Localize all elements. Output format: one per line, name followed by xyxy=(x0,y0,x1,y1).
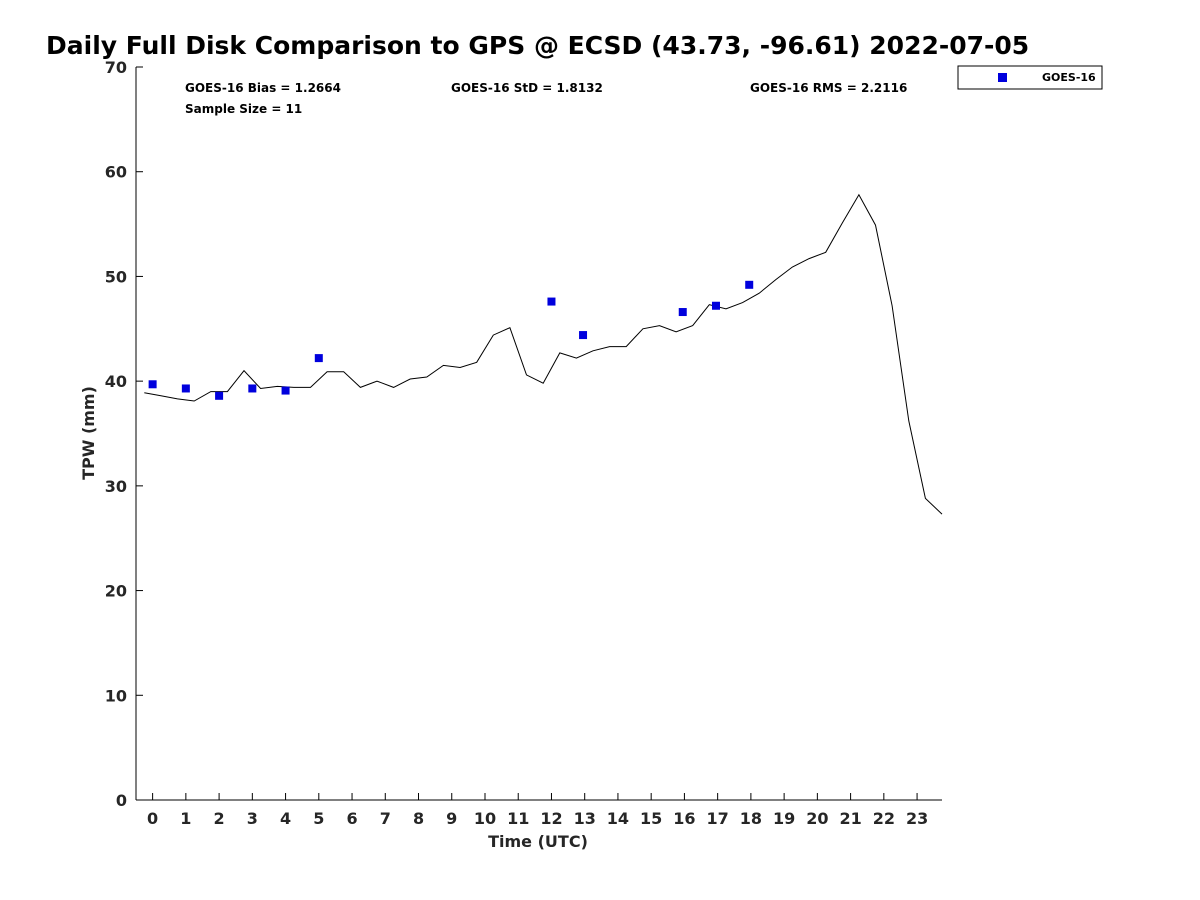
legend: GOES-16 xyxy=(957,65,1103,90)
x-tick-label: 6 xyxy=(346,809,357,828)
x-tick-label: 19 xyxy=(773,809,795,828)
x-tick-label: 12 xyxy=(540,809,562,828)
series-line xyxy=(144,193,943,515)
x-tick-label: 18 xyxy=(740,809,762,828)
x-tick-label: 7 xyxy=(380,809,391,828)
x-tick-label: 20 xyxy=(806,809,828,828)
y-tick-label: 10 xyxy=(105,686,127,705)
y-axis-label: TPW (mm) xyxy=(79,386,98,480)
x-tick-label: 21 xyxy=(839,809,861,828)
data-point-goes16 xyxy=(745,280,754,289)
data-point-goes16 xyxy=(148,380,157,389)
data-point-goes16 xyxy=(547,297,556,306)
legend-label-goes16: GOES-16 xyxy=(1042,71,1096,84)
y-tick-label: 20 xyxy=(105,582,127,601)
x-tick-label: 16 xyxy=(673,809,695,828)
stat-bias: GOES-16 Bias = 1.2664 xyxy=(185,81,341,95)
y-tick-label: 60 xyxy=(105,163,127,182)
x-tick-label: 0 xyxy=(147,809,158,828)
x-tick-label: 3 xyxy=(247,809,258,828)
data-point-goes16 xyxy=(248,384,257,393)
stat-std: GOES-16 StD = 1.8132 xyxy=(451,81,603,95)
stat-rms: GOES-16 RMS = 2.2116 xyxy=(750,81,907,95)
x-tick-label: 9 xyxy=(446,809,457,828)
y-tick-label: 40 xyxy=(105,372,127,391)
data-point-goes16 xyxy=(678,308,687,317)
series-goes16-markers xyxy=(148,280,754,400)
x-tick-label: 4 xyxy=(280,809,291,828)
x-tick-label: 17 xyxy=(707,809,729,828)
data-point-goes16 xyxy=(314,354,323,363)
x-tick-label: 13 xyxy=(574,809,596,828)
x-tick-label: 1 xyxy=(180,809,191,828)
y-axis-ticks: 0 10 20 30 40 50 60 70 xyxy=(105,58,143,810)
x-tick-label: 8 xyxy=(413,809,424,828)
legend-box xyxy=(957,65,1103,90)
data-point-goes16 xyxy=(181,384,190,393)
chart-title: Daily Full Disk Comparison to GPS @ ECSD… xyxy=(46,31,1029,60)
x-axis-label: Time (UTC) xyxy=(488,832,588,851)
data-point-goes16 xyxy=(711,301,720,310)
x-tick-label: 23 xyxy=(906,809,928,828)
legend-marker-goes16 xyxy=(998,73,1007,82)
x-tick-label: 22 xyxy=(873,809,895,828)
x-tick-label: 15 xyxy=(640,809,662,828)
x-axis-ticks: 0 1 2 3 4 5 6 7 8 9 10 11 12 13 14 15 16 17 18 19 20 21 22 23 xyxy=(147,793,928,828)
y-tick-label: 0 xyxy=(116,791,127,810)
stat-sample-size: Sample Size = 11 xyxy=(185,102,302,116)
x-tick-label: 11 xyxy=(507,809,529,828)
x-tick-label: 10 xyxy=(474,809,496,828)
data-point-goes16 xyxy=(215,391,224,400)
x-tick-label: 14 xyxy=(607,809,629,828)
y-tick-label: 70 xyxy=(105,58,127,77)
data-point-goes16 xyxy=(281,386,290,395)
data-point-goes16 xyxy=(579,331,588,340)
y-tick-label: 30 xyxy=(105,477,127,496)
x-tick-label: 5 xyxy=(313,809,324,828)
x-tick-label: 2 xyxy=(214,809,225,828)
y-tick-label: 50 xyxy=(105,267,127,286)
